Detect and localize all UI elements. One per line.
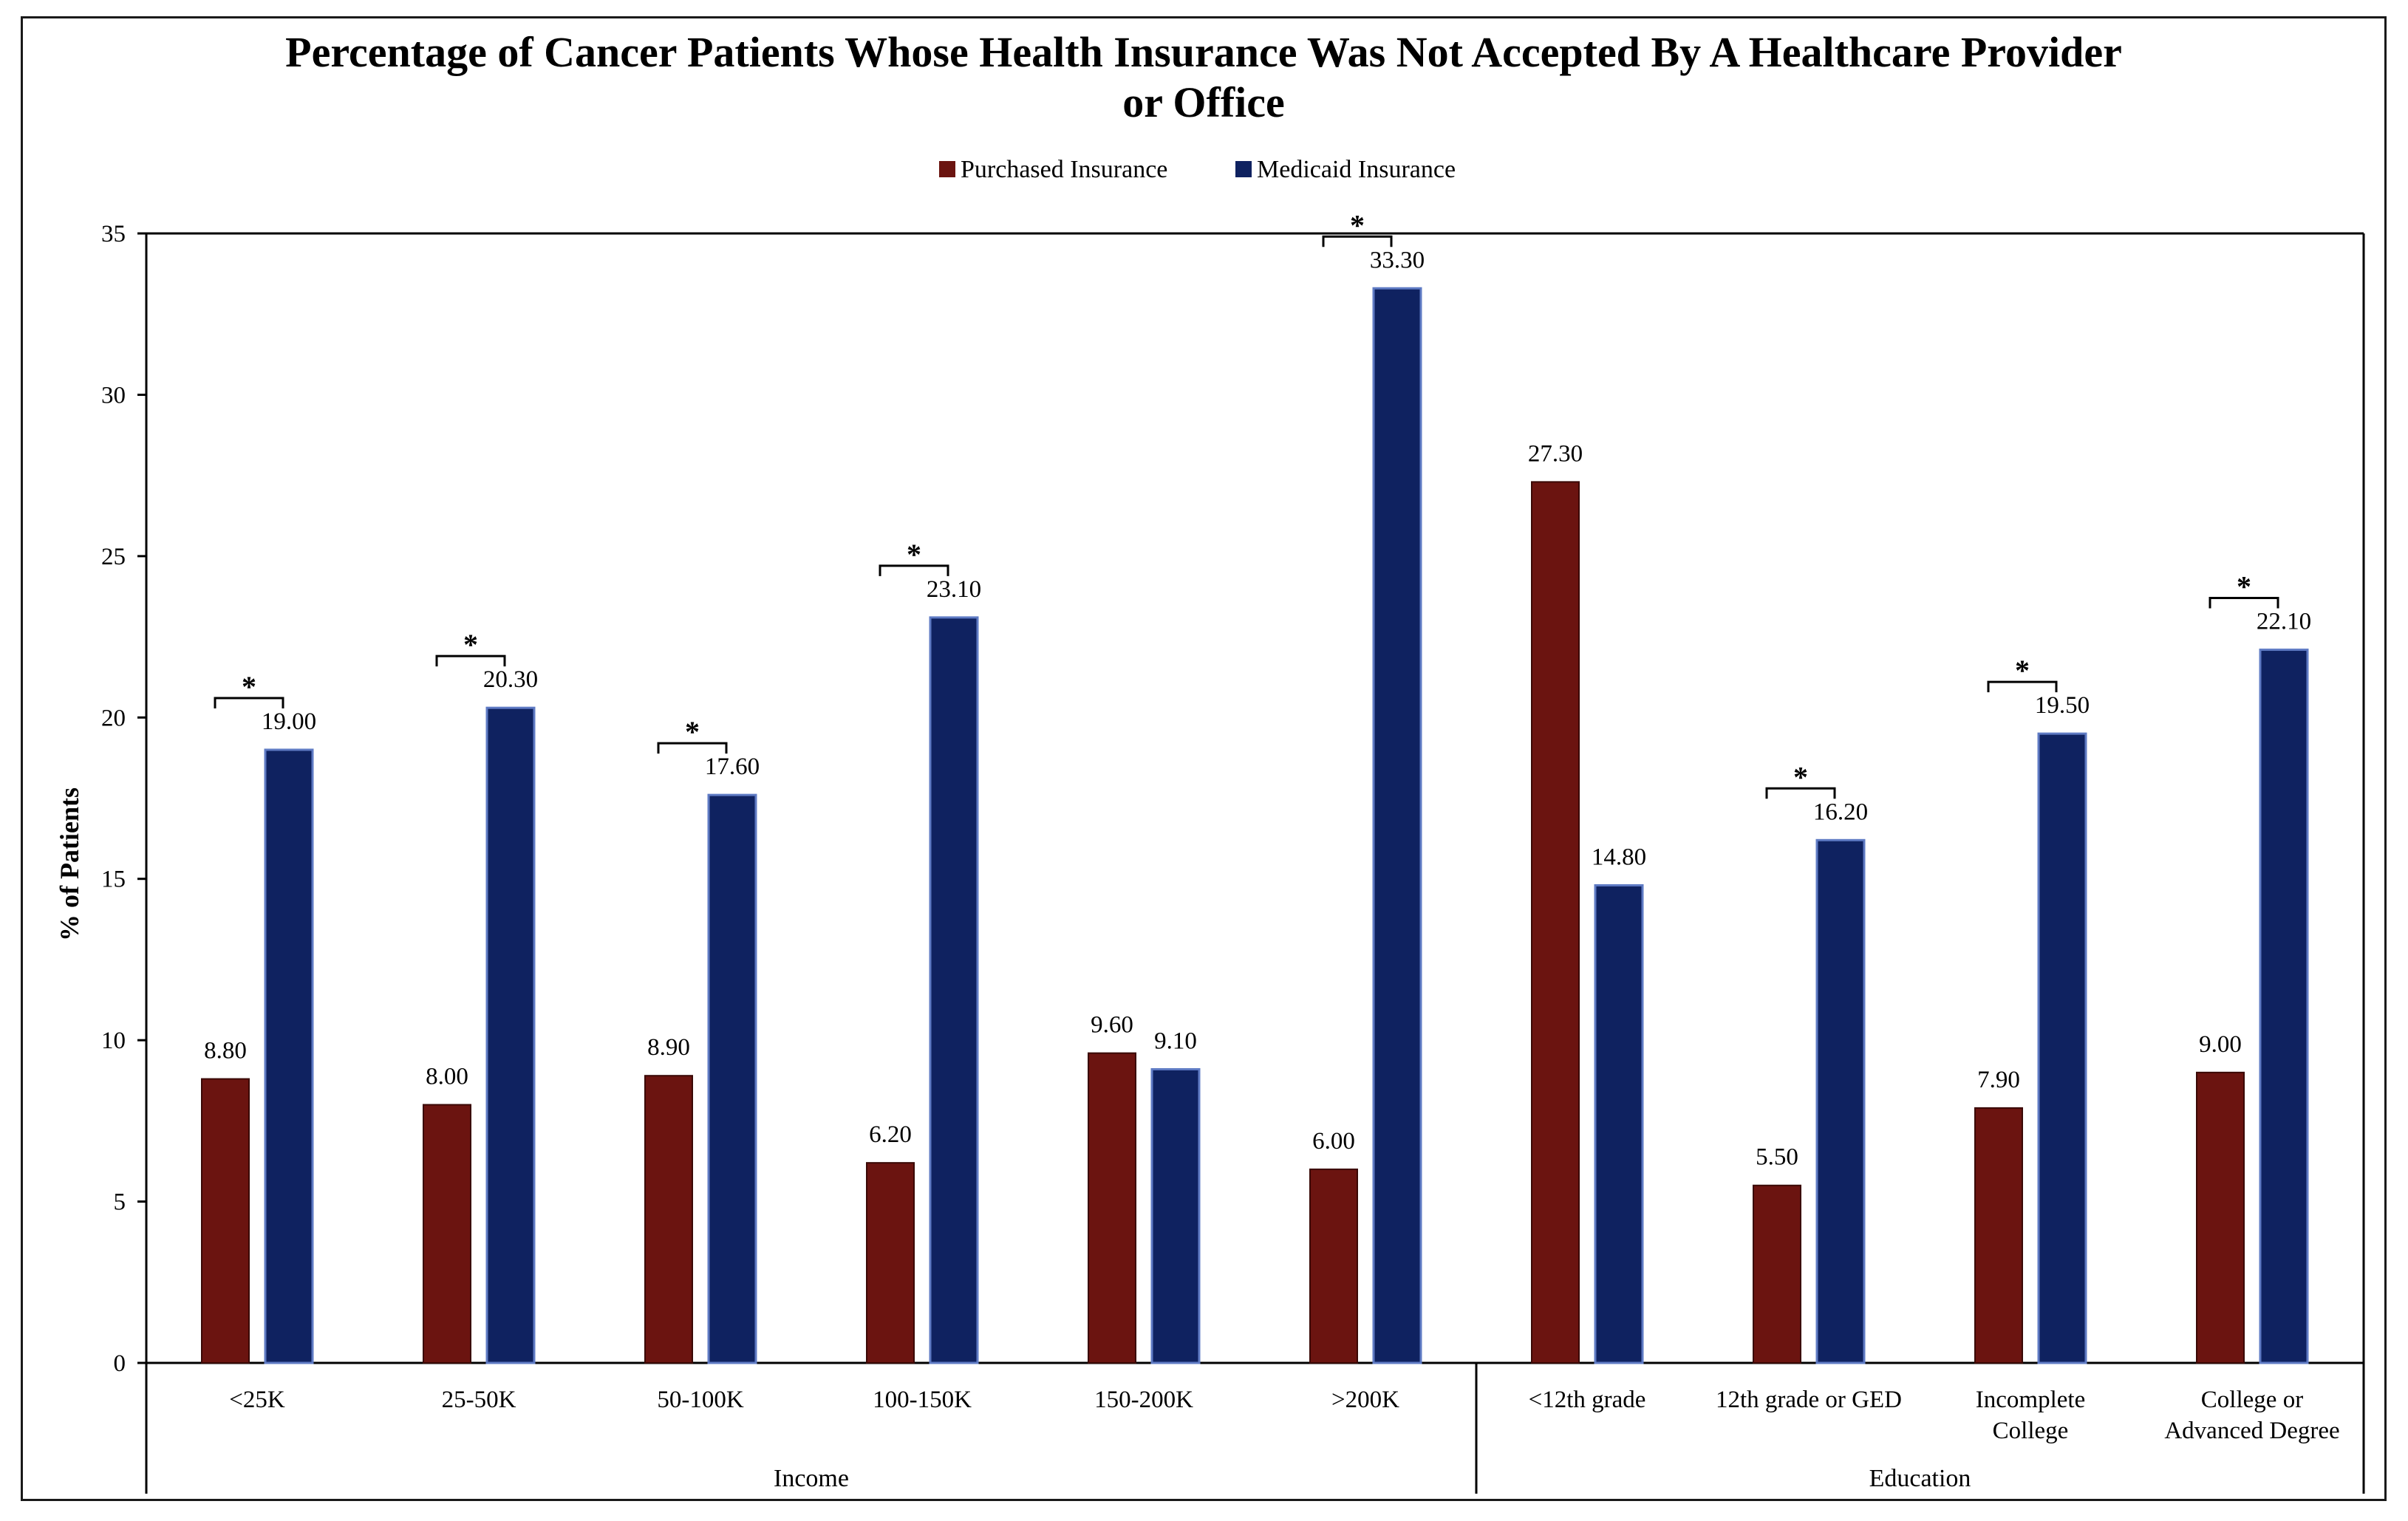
bar-purchased — [201, 1078, 250, 1364]
chart-frame — [21, 16, 2387, 1501]
y-axis-label: % of Patients — [55, 787, 84, 941]
y-tick-label: 35 — [101, 221, 126, 247]
bar-medicaid — [1372, 287, 1422, 1364]
significance-bracket — [214, 697, 284, 708]
significance-bracket — [435, 654, 506, 667]
x-category-label: <12th grade — [1529, 1387, 1646, 1413]
significance-marker: * — [2237, 570, 2251, 604]
legend-swatch-medicaid — [1235, 161, 1252, 177]
significance-marker: * — [242, 670, 256, 703]
y-tick-label: 5 — [114, 1189, 126, 1216]
y-tick-label: 0 — [114, 1350, 126, 1377]
bar-purchased — [1531, 481, 1580, 1364]
value-label-purchased: 8.00 — [426, 1064, 468, 1090]
legend-swatch-purchased — [939, 161, 955, 177]
value-label-medicaid: 9.10 — [1154, 1028, 1197, 1054]
y-tick-label: 15 — [101, 867, 126, 893]
y-tick-label: 10 — [101, 1028, 126, 1054]
x-category-label: Incomplete — [1976, 1387, 2085, 1413]
bar-medicaid — [929, 616, 979, 1364]
legend: Purchased Insurance Medicaid Insurance — [939, 156, 1456, 183]
bar-purchased — [1309, 1168, 1358, 1364]
value-label-purchased: 7.90 — [1977, 1067, 2020, 1093]
value-label-medicaid: 16.20 — [1813, 799, 1868, 825]
value-label-medicaid: 17.60 — [705, 753, 760, 780]
value-label-purchased: 9.00 — [2199, 1031, 2242, 1058]
bar-purchased — [866, 1162, 915, 1364]
value-label-purchased: 27.30 — [1528, 440, 1583, 467]
x-group-label: Education — [1869, 1465, 1971, 1492]
value-label-medicaid: 22.10 — [2257, 609, 2311, 635]
significance-bracket — [657, 742, 728, 754]
x-category-label: 50-100K — [657, 1387, 743, 1413]
y-tick-label: 25 — [101, 544, 126, 570]
bar-medicaid — [1594, 883, 1644, 1364]
value-label-medicaid: 19.00 — [262, 708, 316, 735]
x-category-label: >200K — [1331, 1387, 1399, 1413]
bar-medicaid — [1150, 1067, 1201, 1364]
value-label-medicaid: 20.30 — [483, 666, 538, 693]
x-category-label: Advanced Degree — [2164, 1418, 2339, 1444]
significance-marker: * — [463, 628, 478, 661]
legend-label-medicaid: Medicaid Insurance — [1257, 156, 1456, 183]
y-tick-label: 30 — [101, 382, 126, 409]
x-group-label: Income — [774, 1465, 849, 1492]
bar-purchased — [2196, 1071, 2245, 1364]
significance-marker: * — [2015, 654, 2030, 687]
significance-bracket — [1322, 235, 1393, 247]
plot-area: 051015202530358.8019.00*<25K8.0020.30*25… — [101, 208, 2365, 1494]
legend-label-purchased: Purchased Insurance — [961, 156, 1167, 183]
significance-marker: * — [1350, 208, 1365, 242]
bar-medicaid — [264, 748, 314, 1364]
y-tick-label: 20 — [101, 705, 126, 731]
significance-marker: * — [907, 538, 921, 571]
chart-title-line-1: Percentage of Cancer Patients Whose Heal… — [285, 28, 2122, 76]
x-category-label: 100-150K — [873, 1387, 972, 1413]
x-category-label: <25K — [229, 1387, 285, 1413]
chart-title-line-2: or Office — [1122, 78, 1285, 126]
bar-medicaid — [1815, 838, 1866, 1364]
value-label-purchased: 6.20 — [869, 1121, 912, 1148]
bar-purchased — [1974, 1107, 2023, 1364]
significance-bracket — [879, 564, 949, 576]
bar-purchased — [1753, 1184, 1801, 1364]
bar-medicaid — [485, 706, 536, 1364]
significance-bracket — [2209, 597, 2279, 609]
bar-purchased — [644, 1075, 693, 1364]
x-category-label: 25-50K — [442, 1387, 516, 1413]
value-label-medicaid: 19.50 — [2035, 692, 2090, 719]
significance-bracket — [1765, 787, 1836, 799]
x-category-label: College — [1993, 1418, 2069, 1444]
significance-marker: * — [1793, 760, 1808, 793]
value-label-purchased: 5.50 — [1756, 1144, 1798, 1171]
value-label-medicaid: 23.10 — [927, 576, 981, 603]
bar-purchased — [423, 1104, 471, 1364]
value-label-purchased: 9.60 — [1091, 1012, 1133, 1039]
bar-medicaid — [2259, 649, 2309, 1364]
bar-medicaid — [2037, 732, 2087, 1364]
value-label-purchased: 8.90 — [647, 1034, 690, 1061]
x-category-label: College or — [2201, 1387, 2303, 1413]
x-category-label: 12th grade or GED — [1716, 1387, 1902, 1413]
significance-bracket — [1987, 680, 2058, 693]
bar-purchased — [1088, 1052, 1136, 1364]
x-category-label: 150-200K — [1094, 1387, 1193, 1413]
value-label-medicaid: 33.30 — [1370, 247, 1425, 273]
significance-marker: * — [685, 715, 700, 748]
bar-medicaid — [707, 793, 757, 1364]
value-label-purchased: 6.00 — [1312, 1128, 1355, 1155]
value-label-medicaid: 14.80 — [1592, 844, 1646, 870]
value-label-purchased: 8.80 — [204, 1038, 247, 1064]
